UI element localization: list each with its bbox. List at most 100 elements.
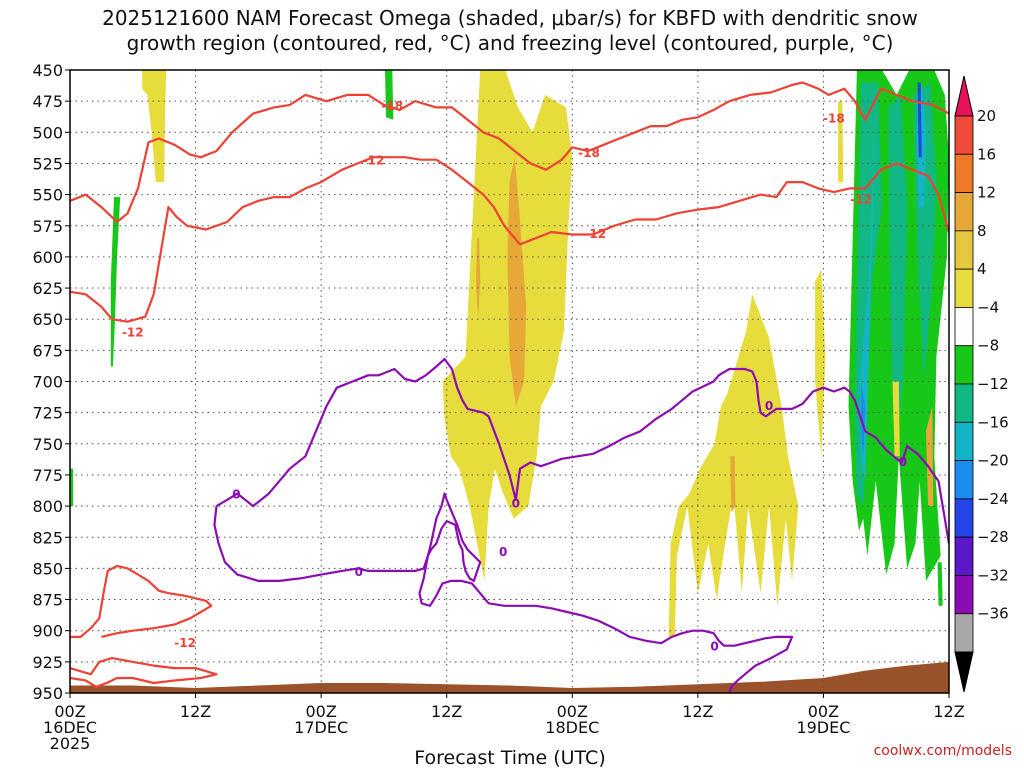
freezing-contour-label: 0 bbox=[355, 565, 363, 579]
terrain-area bbox=[70, 661, 949, 693]
colorbar-tick-label: 16 bbox=[977, 145, 996, 163]
freezing-contour-label: 0 bbox=[765, 399, 773, 413]
colorbar-segment bbox=[954, 536, 974, 576]
x-tick-label: 2025 bbox=[50, 734, 91, 753]
dgz-contour-label: -12 bbox=[850, 192, 872, 206]
colorbar-cap-top bbox=[954, 75, 974, 117]
y-axis-ticks: 450 475 500 525 550 575 600 625 650 675 700 725 750 7… bbox=[32, 61, 70, 703]
x-tick-label: 00Z bbox=[54, 702, 85, 721]
freezing-contour-label: 0 bbox=[710, 640, 718, 654]
freezing-contour-label: 0 bbox=[512, 496, 520, 510]
y-tick-label: 625 bbox=[32, 279, 63, 298]
colorbar-segment bbox=[954, 307, 974, 347]
freezing-contour-label: 0 bbox=[899, 455, 907, 469]
omega-region bbox=[476, 238, 481, 320]
chart-title-line1: 2025121600 NAM Forecast Omega (shaded, μ… bbox=[102, 6, 918, 30]
x-tick-label: 00Z bbox=[305, 702, 336, 721]
dgz-contour-label: -18 bbox=[578, 146, 600, 160]
colorbar-segment bbox=[954, 460, 974, 500]
omega-region bbox=[917, 82, 922, 158]
x-tick-label: 19DEC bbox=[796, 718, 850, 737]
colorbar-segment bbox=[954, 498, 974, 538]
y-tick-label: 900 bbox=[32, 622, 63, 641]
dgz-contour-label: -12 bbox=[584, 227, 606, 241]
omega-shading bbox=[70, 70, 949, 637]
y-tick-label: 950 bbox=[32, 684, 63, 703]
y-tick-label: 725 bbox=[32, 404, 63, 423]
omega-region bbox=[730, 456, 736, 513]
y-tick-label: 450 bbox=[32, 61, 63, 80]
x-tick-label: 12Z bbox=[180, 702, 211, 721]
y-tick-label: 600 bbox=[32, 248, 63, 267]
y-tick-label: 850 bbox=[32, 559, 63, 578]
omega-region bbox=[888, 94, 908, 457]
colorbar-tick-label: 20 bbox=[977, 107, 996, 125]
omega-region bbox=[110, 197, 121, 367]
colorbar-tick-label: −16 bbox=[977, 413, 1009, 431]
y-tick-label: 875 bbox=[32, 591, 63, 610]
colorbar: 20 16 12 8 4 −4 −8 −12 −16 −20 −24 −28 −32 −36 bbox=[954, 75, 1009, 693]
terrain-fill bbox=[70, 661, 949, 693]
x-tick-label: 18DEC bbox=[545, 718, 599, 737]
credit-text: coolwx.com/models bbox=[874, 743, 1012, 759]
y-tick-label: 550 bbox=[32, 186, 63, 205]
y-tick-label: 500 bbox=[32, 123, 63, 142]
colorbar-segment bbox=[954, 153, 974, 193]
colorbar-tick-label: −12 bbox=[977, 375, 1009, 393]
y-tick-label: 775 bbox=[32, 466, 63, 485]
colorbar-tick-label: −4 bbox=[977, 298, 999, 316]
colorbar-tick-label: 4 bbox=[977, 260, 987, 278]
omega-region bbox=[507, 157, 527, 407]
y-tick-label: 800 bbox=[32, 497, 63, 516]
x-tick-label: 00Z bbox=[808, 702, 839, 721]
y-tick-label: 700 bbox=[32, 373, 63, 392]
omega-region bbox=[861, 381, 866, 457]
freezing-contour-line bbox=[213, 492, 794, 693]
colorbar-segment bbox=[954, 575, 974, 615]
omega-region bbox=[926, 406, 934, 507]
dgz-contour-label: -12 bbox=[174, 636, 196, 650]
colorbar-segment bbox=[954, 613, 974, 653]
dgz-contour-label: -18 bbox=[381, 99, 403, 113]
freezing-contour-line bbox=[215, 358, 949, 544]
y-tick-label: 525 bbox=[32, 154, 63, 173]
colorbar-segment bbox=[954, 115, 974, 155]
colorbar-segment bbox=[954, 268, 974, 308]
x-tick-label: 12Z bbox=[431, 702, 462, 721]
omega-region bbox=[815, 269, 826, 457]
omega-region bbox=[442, 70, 573, 581]
plot-area: -12 -18 -12 -18 -12 -18 -12 -12 0 0 0 0 0 0 0 bbox=[69, 69, 950, 694]
colorbar-tick-label: −32 bbox=[977, 566, 1009, 584]
dgz-contour-line bbox=[70, 156, 949, 323]
chart-title-line2: growth region (contoured, red, °C) and f… bbox=[127, 31, 894, 55]
omega-region bbox=[838, 101, 844, 183]
dgz-contour-line bbox=[70, 81, 949, 224]
dgz-contour-label: -12 bbox=[363, 154, 385, 168]
y-tick-label: 475 bbox=[32, 92, 63, 111]
colorbar-tick-label: 12 bbox=[977, 184, 996, 202]
colorbar-tick-label: −8 bbox=[977, 337, 999, 355]
colorbar-tick-label: −24 bbox=[977, 490, 1009, 508]
dgz-contour-label: -12 bbox=[122, 326, 144, 340]
x-axis-label: Forecast Time (UTC) bbox=[414, 747, 605, 768]
colorbar-tick-label: −20 bbox=[977, 452, 1009, 470]
freezing-level-contours bbox=[213, 358, 949, 693]
y-tick-label: 925 bbox=[32, 653, 63, 672]
x-tick-label: 17DEC bbox=[294, 718, 348, 737]
colorbar-segment bbox=[954, 345, 974, 385]
y-tick-label: 675 bbox=[32, 341, 63, 360]
colorbar-tick-label: −28 bbox=[977, 528, 1009, 546]
colorbar-tick-label: 8 bbox=[977, 222, 987, 240]
y-tick-label: 750 bbox=[32, 435, 63, 454]
y-tick-label: 575 bbox=[32, 217, 63, 236]
colorbar-tick-label: −36 bbox=[977, 605, 1009, 623]
x-tick-label: 12Z bbox=[682, 702, 713, 721]
dgz-contour-line bbox=[70, 656, 218, 688]
colorbar-segment bbox=[954, 383, 974, 423]
x-tick-label: 12Z bbox=[933, 702, 964, 721]
contour-labels: -12 -18 -12 -18 -12 -18 -12 -12 0 0 0 0 0 0 0 bbox=[122, 99, 907, 654]
y-tick-label: 650 bbox=[32, 310, 63, 329]
omega-region bbox=[937, 562, 943, 606]
colorbar-segment bbox=[954, 192, 974, 232]
